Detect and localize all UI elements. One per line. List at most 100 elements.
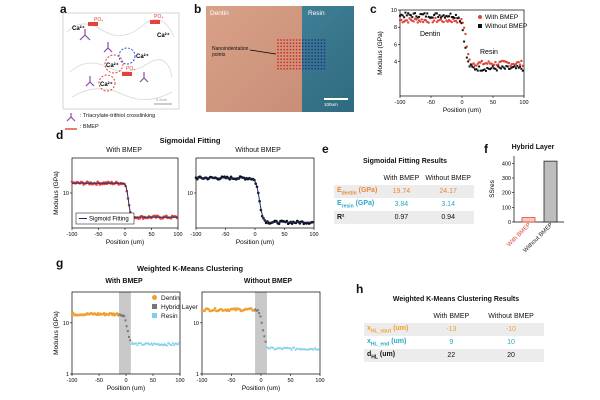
indent-point [283,67,286,70]
g-legend: Dentin Hybrid Layer Resin [152,294,232,321]
indent-point [308,55,310,57]
indent-point [320,64,323,67]
data-point [399,14,401,17]
y-tick-label: 4 [394,60,397,66]
indent-point [283,42,286,45]
data-point [420,13,423,16]
x-axis-label: Position (um) [443,107,481,114]
scale-bar-label: 0.5nm [156,97,168,102]
table-row: xHL_end (um) 9 10 [364,336,544,349]
data-point [508,67,511,70]
data-point [479,61,482,64]
indent-point [305,51,307,54]
indent-point [292,42,295,45]
data-point [416,16,419,19]
indent-point [295,39,298,41]
data-point [509,67,512,70]
legend-label: Resin [161,313,178,320]
data-point [489,68,492,71]
data-point [460,22,463,25]
data-point [404,11,407,14]
data-point [446,15,449,18]
data-point [170,343,174,346]
y-tick-label: 0 [508,220,511,226]
indent-point [277,48,279,51]
data-point [519,65,522,68]
x-tick-label: 0 [124,378,127,384]
x-tick-label: -100 [190,232,201,238]
y-axis-label: SSres [489,179,496,197]
data-point [265,345,269,349]
data-point [487,60,490,63]
data-point [403,16,406,19]
table-header: With BMEP Without BMEP [334,172,474,185]
indent-point [317,61,320,64]
data-point [463,40,466,43]
data-point [299,348,302,351]
x-tick-label: 50 [150,378,156,384]
data-point [146,341,150,345]
indent-point [295,48,298,51]
data-point [476,69,479,72]
indent-point [298,64,301,67]
data-point [486,66,489,69]
x-tick-label: -50 [95,232,103,238]
indent-point [280,39,282,41]
indent-point [301,55,304,57]
data-point [442,20,445,24]
data-point [446,20,449,23]
data-point [487,67,490,70]
indent-point [320,58,323,61]
data-point [460,17,463,21]
data-point [452,15,455,18]
data-point [432,19,436,22]
indent-point [320,48,323,51]
indentation-grid [249,39,326,70]
data-point [493,67,496,70]
plot-frame [195,157,315,229]
legend-label: Dentin [161,295,180,302]
data-point [268,347,271,350]
data-point [313,346,317,349]
data-point [123,315,126,318]
y-tick-label: 1 [66,372,69,378]
indent-point [317,64,320,67]
legend-marker [152,295,157,300]
x-tick-label: -50 [95,378,103,384]
table-cell: 0.97 [394,214,409,221]
data-point [405,19,409,22]
data-point [129,339,132,342]
y-tick-label: 100 [502,205,511,211]
scale-bar-label: 100um [324,102,338,107]
data-point [492,63,496,66]
data-point [139,341,143,344]
indent-point [277,61,279,64]
data-point [426,12,429,15]
indent-point [323,64,326,67]
data-point [272,346,275,349]
indent-point [317,39,320,41]
indent-point [323,42,326,45]
indent-point [308,61,310,64]
table-cell: -13 [446,326,457,333]
data-point [424,19,428,22]
data-point [312,348,315,351]
data-point [467,52,470,56]
indent-point [308,64,310,67]
x-tick-label: 50 [490,100,496,106]
indent-point [301,42,304,45]
indent-point [314,55,317,57]
data-point [157,342,161,345]
data-point [228,177,232,181]
x-tick-label: 0 [460,100,463,106]
y-tick-label: 400 [502,161,511,167]
indent-point [308,39,310,41]
data-point [478,65,481,68]
row-header: xHL_start (um) [367,324,409,335]
data-point [288,346,292,350]
table-cell: 0.94 [441,214,455,221]
indent-point [292,55,295,57]
indent-point [323,45,326,48]
indent-point [280,55,282,57]
